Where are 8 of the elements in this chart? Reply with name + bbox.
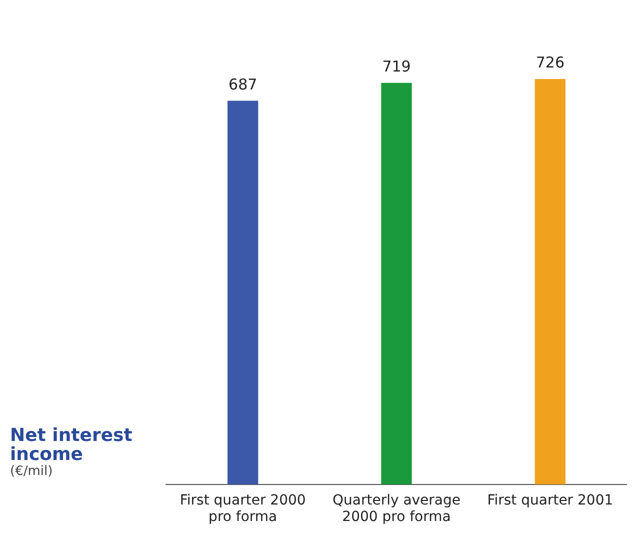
text: (€/mil) bbox=[10, 464, 54, 479]
x-tick-label: First quarter 2000 pro forma bbox=[180, 492, 306, 526]
x-tick-label: First quarter 2001 bbox=[487, 492, 614, 508]
data-label: 726 bbox=[536, 54, 564, 72]
x-tick-label: Quarterly average 2000 pro forma bbox=[332, 492, 461, 526]
text: Net interest income bbox=[10, 425, 134, 465]
data-label: 719 bbox=[382, 58, 411, 76]
data-label: 687 bbox=[228, 75, 258, 94]
